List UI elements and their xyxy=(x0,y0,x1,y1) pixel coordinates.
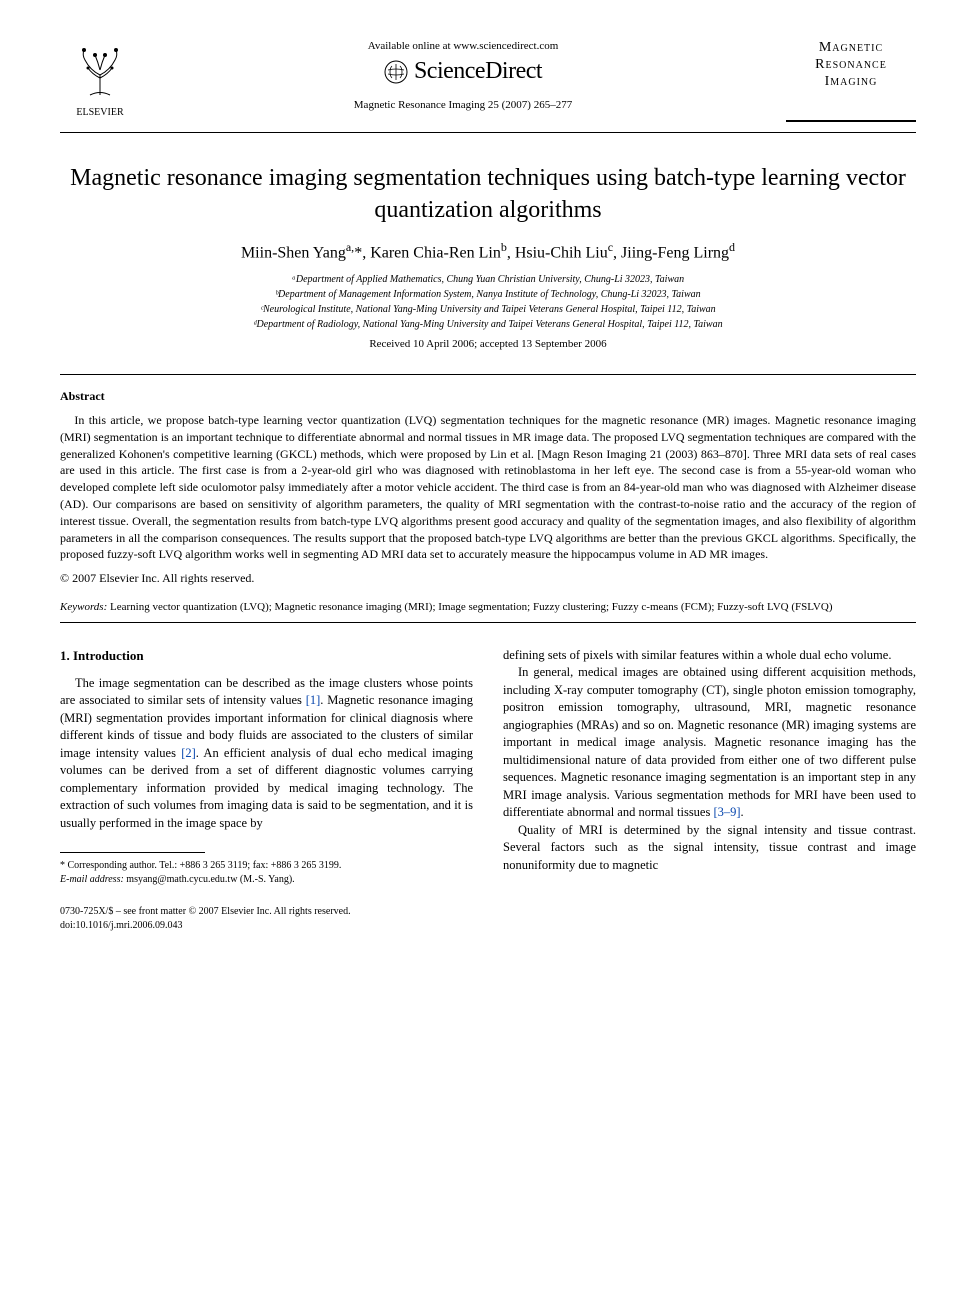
front-matter-line: 0730-725X/$ – see front matter © 2007 El… xyxy=(60,905,473,919)
abstract-copyright: © 2007 Elsevier Inc. All rights reserved… xyxy=(60,571,916,586)
email-address: msyang@math.cycu.edu.tw (M.-S. Yang). xyxy=(124,874,295,885)
corresponding-footnote: * Corresponding author. Tel.: +886 3 265… xyxy=(60,859,473,887)
authors-line: Miin-Shen Yanga,*, Karen Chia-Ren Linb, … xyxy=(60,240,916,262)
right-column: defining sets of pixels with similar fea… xyxy=(503,647,916,934)
affiliations-block: ᵃDepartment of Applied Mathematics, Chun… xyxy=(60,272,916,332)
keywords-text: Learning vector quantization (LVQ); Magn… xyxy=(107,601,832,613)
body-columns: 1. Introduction The image segmentation c… xyxy=(60,647,916,934)
page-header: ELSEVIER Available online at www.science… xyxy=(60,40,916,122)
affiliation: ᵃDepartment of Applied Mathematics, Chun… xyxy=(60,272,916,287)
abstract-heading: Abstract xyxy=(60,389,916,404)
corresponding-author: * Corresponding author. Tel.: +886 3 265… xyxy=(60,859,473,873)
journal-logo-line: Imaging xyxy=(786,74,916,91)
elsevier-tree-icon xyxy=(70,40,130,100)
affiliation: ᵈDepartment of Radiology, National Yang-… xyxy=(60,317,916,332)
publisher-logo: ELSEVIER xyxy=(60,40,140,118)
doi-block: 0730-725X/$ – see front matter © 2007 El… xyxy=(60,905,473,933)
journal-logo-line: Resonance xyxy=(786,57,916,74)
affiliation: ᶜNeurological Institute, National Yang-M… xyxy=(60,302,916,317)
text-run: In general, medical images are obtained … xyxy=(503,665,916,819)
center-header: Available online at www.sciencedirect.co… xyxy=(140,40,786,111)
email-label: E-mail address: xyxy=(60,874,124,885)
ref-link[interactable]: [1] xyxy=(306,693,321,707)
keywords-block: Keywords: Learning vector quantization (… xyxy=(60,600,916,615)
sciencedirect-label: ScienceDirect xyxy=(414,58,542,85)
intro-para-1-cont: defining sets of pixels with similar fea… xyxy=(503,647,916,665)
ref-link[interactable]: [2] xyxy=(181,746,196,760)
abstract-top-rule xyxy=(60,374,916,375)
section-heading-intro: 1. Introduction xyxy=(60,647,473,665)
article-title: Magnetic resonance imaging segmentation … xyxy=(60,163,916,225)
abstract-body: In this article, we propose batch-type l… xyxy=(60,412,916,563)
affiliation: ᵇDepartment of Management Information Sy… xyxy=(60,287,916,302)
sciencedirect-icon xyxy=(384,60,408,84)
publisher-name: ELSEVIER xyxy=(60,107,140,118)
email-line: E-mail address: msyang@math.cycu.edu.tw … xyxy=(60,873,473,887)
keywords-label: Keywords: xyxy=(60,601,107,613)
journal-logo-line: Magnetic xyxy=(786,40,916,57)
footnote-rule xyxy=(60,852,205,853)
sciencedirect-brand: ScienceDirect xyxy=(140,58,786,85)
journal-reference: Magnetic Resonance Imaging 25 (2007) 265… xyxy=(140,99,786,111)
intro-para-3: Quality of MRI is determined by the sign… xyxy=(503,822,916,875)
abstract-bottom-rule xyxy=(60,622,916,623)
header-rule xyxy=(60,132,916,133)
intro-para-1: The image segmentation can be described … xyxy=(60,675,473,833)
left-column: 1. Introduction The image segmentation c… xyxy=(60,647,473,934)
journal-logo: Magnetic Resonance Imaging xyxy=(786,40,916,122)
available-online-text: Available online at www.sciencedirect.co… xyxy=(140,40,786,52)
doi-line: doi:10.1016/j.mri.2006.09.043 xyxy=(60,919,473,933)
article-dates: Received 10 April 2006; accepted 13 Sept… xyxy=(60,338,916,350)
intro-para-2: In general, medical images are obtained … xyxy=(503,664,916,822)
ref-link[interactable]: [3–9] xyxy=(713,805,740,819)
text-run: . xyxy=(741,805,744,819)
